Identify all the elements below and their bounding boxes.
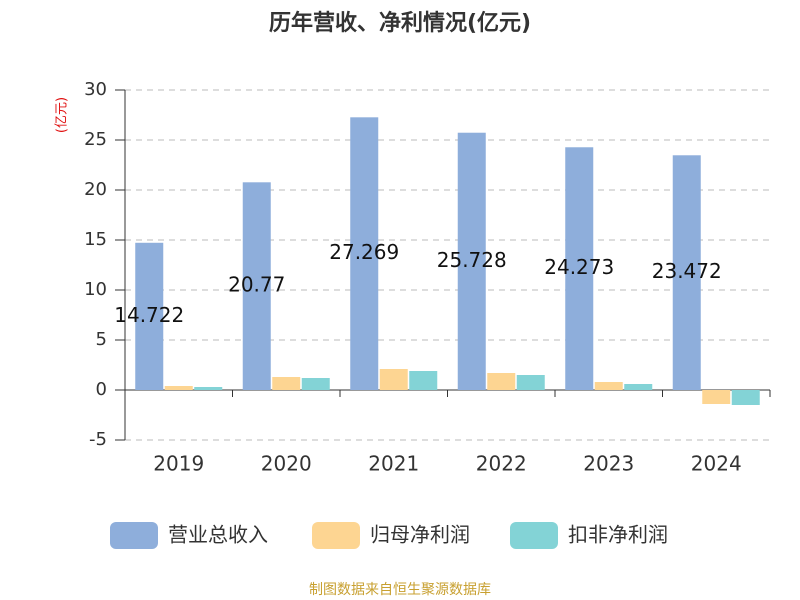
bar [194, 387, 223, 390]
y-tick-label: 25 [84, 129, 107, 150]
legend-swatch [510, 522, 558, 549]
source-note: 制图数据来自恒生聚源数据库 [309, 582, 491, 598]
value-label: 20.77 [228, 273, 285, 297]
bar [301, 378, 330, 390]
bar [379, 369, 408, 390]
x-tick-label: 2020 [261, 452, 312, 476]
value-label: 14.722 [114, 303, 184, 327]
y-tick-label: 0 [96, 379, 107, 400]
x-tick-label: 2024 [691, 452, 742, 476]
value-label: 23.472 [652, 259, 722, 283]
y-axis-label: (亿元) [55, 97, 70, 133]
bar [272, 377, 301, 390]
bar [516, 375, 545, 390]
x-tick-label: 2019 [153, 452, 204, 476]
y-tick-label: 10 [84, 279, 107, 300]
legend-swatch [110, 522, 158, 549]
y-tick-label: -5 [89, 429, 107, 450]
chart-title: 历年营收、净利情况(亿元) [269, 10, 531, 36]
bar [164, 386, 193, 390]
value-label: 27.269 [329, 240, 399, 264]
legend-label: 营业总收入 [168, 523, 268, 547]
bar [409, 371, 438, 390]
bar [672, 155, 701, 390]
legend-label: 扣非净利润 [568, 523, 668, 547]
legend-swatch [312, 522, 360, 549]
bar [594, 382, 623, 390]
bar [350, 117, 379, 390]
x-tick-label: 2022 [476, 452, 527, 476]
x-tick-label: 2021 [368, 452, 419, 476]
bar [135, 242, 164, 390]
y-tick-label: 5 [96, 329, 107, 350]
bar [702, 390, 731, 404]
x-tick-label: 2023 [583, 452, 634, 476]
bar [487, 373, 516, 390]
y-tick-label: 15 [84, 229, 107, 250]
bar [565, 147, 594, 390]
bar [731, 390, 760, 405]
bar [242, 182, 271, 390]
value-label: 25.728 [437, 248, 507, 272]
y-tick-label: 30 [84, 79, 107, 100]
y-tick-label: 20 [84, 179, 107, 200]
bar [624, 384, 653, 390]
legend-label: 归母净利润 [370, 523, 470, 547]
value-label: 24.273 [544, 255, 614, 279]
bar [457, 132, 486, 390]
